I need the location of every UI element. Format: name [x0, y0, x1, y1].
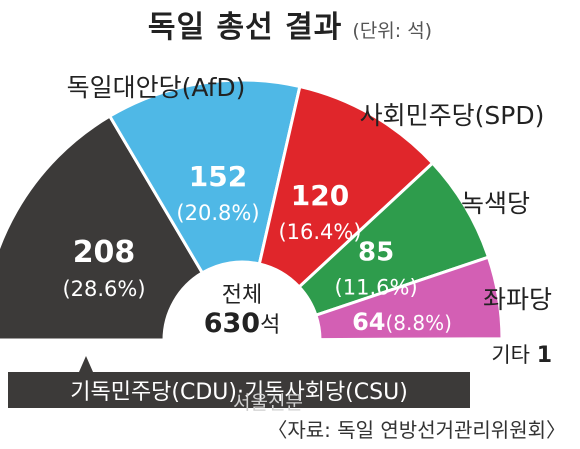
slice-2-percent: (16.4%)	[278, 220, 361, 244]
slice-4-value: 64	[352, 308, 385, 336]
slice-2-value: 120	[291, 179, 349, 212]
slice-2	[257, 84, 435, 290]
slice-0-percent: (28.6%)	[62, 277, 145, 301]
slices-layer	[0, 78, 504, 342]
labels-layer: 208 (28.6%) 152 (20.8%) 120 (16.4%)85 (11.6%) 6…	[62, 73, 552, 368]
chart-title: 독일 총선 결과	[147, 10, 343, 45]
slice-4-percent: (8.8%)	[385, 311, 451, 335]
cdu-csu-label-box: 기독민주당(CDU)·기독사회당(CSU)	[8, 372, 470, 408]
chart-title-row: 독일 총선 결과 (단위: 석)	[0, 2, 580, 46]
slice-4-name: 좌파당	[483, 285, 552, 314]
other-label: 기타 1	[491, 343, 552, 368]
slice-4	[314, 255, 504, 342]
center-total-number: 630	[204, 308, 260, 339]
source-note: 〈자료: 독일 연방선거관리위원회〉	[267, 418, 566, 442]
slice-1-name: 독일대안당(AfD)	[67, 73, 246, 102]
center-total-value: 630석	[204, 308, 281, 339]
cdu-pointer	[79, 356, 93, 372]
slice-1-percent: (20.8%)	[176, 201, 259, 225]
watermark: 서울신문	[233, 392, 303, 414]
slice-0-value: 208	[73, 235, 136, 270]
slice-1-value: 152	[189, 160, 247, 193]
center-total-label: 전체	[222, 283, 262, 308]
slice-3-name: 녹색당	[461, 189, 530, 218]
slice-3-value: 85	[358, 237, 394, 267]
slice-1	[107, 78, 302, 275]
slice-4-label: 64(8.8%)	[352, 308, 452, 336]
other-value: 1	[537, 343, 552, 368]
slice-0	[0, 114, 205, 342]
center-label: 전체 630석	[204, 283, 281, 339]
slice-2-name: 사회민주당(SPD)	[360, 101, 545, 130]
other-name: 기타	[491, 343, 536, 367]
center-total-suffix: 석	[260, 313, 280, 338]
chart-unit: (단위: 석)	[352, 20, 433, 42]
cdu-csu-label: 기독민주당(CDU)·기독사회당(CSU)	[70, 380, 408, 405]
slice-3-percent: (11.6%)	[335, 275, 418, 299]
